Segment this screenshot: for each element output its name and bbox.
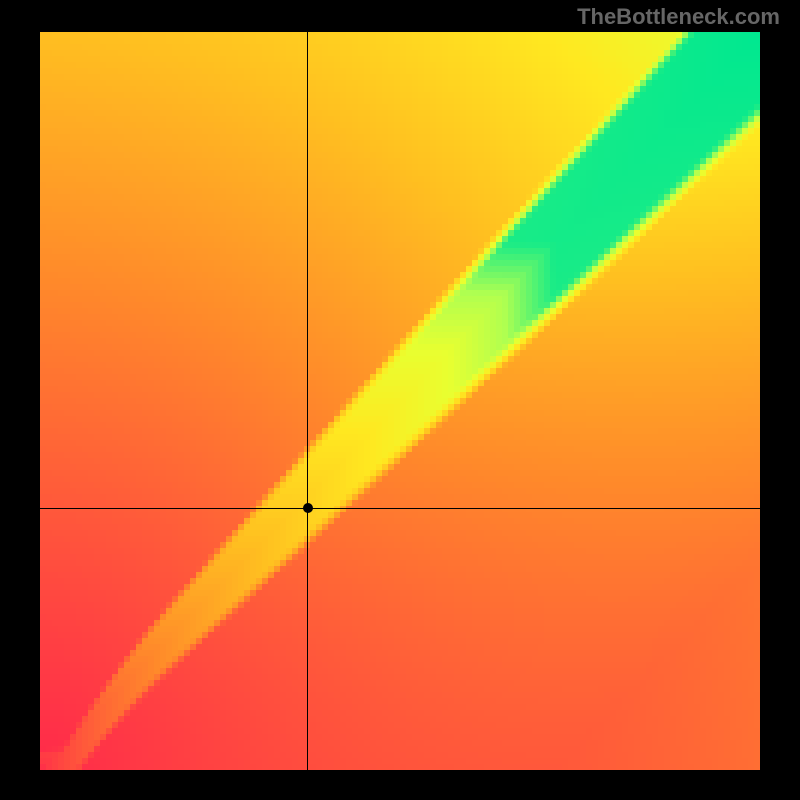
watermark-text: TheBottleneck.com <box>577 4 780 30</box>
crosshair-vertical <box>307 32 308 770</box>
plot-area <box>40 32 760 770</box>
heatmap-canvas <box>40 32 760 770</box>
crosshair-horizontal <box>40 508 760 509</box>
chart-container: TheBottleneck.com <box>0 0 800 800</box>
data-point-marker <box>303 503 313 513</box>
